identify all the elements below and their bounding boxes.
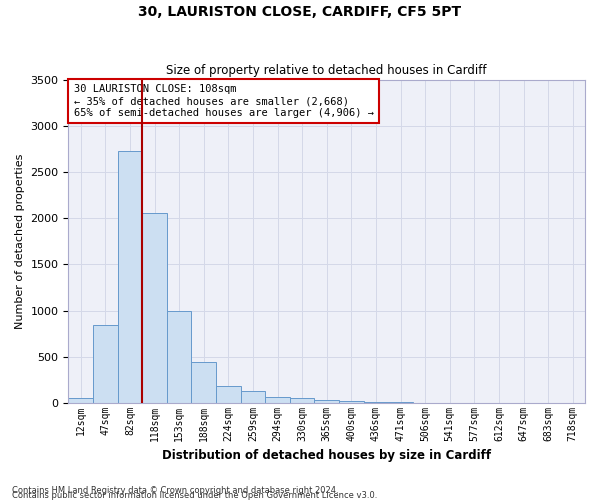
Title: Size of property relative to detached houses in Cardiff: Size of property relative to detached ho…: [166, 64, 487, 77]
Bar: [191, 362, 216, 403]
Bar: [142, 212, 167, 403]
Bar: [265, 396, 290, 403]
Bar: [241, 391, 265, 403]
Bar: [388, 402, 413, 403]
Text: Contains public sector information licensed under the Open Government Licence v3: Contains public sector information licen…: [12, 491, 377, 500]
Bar: [339, 402, 364, 403]
Bar: [364, 402, 388, 403]
Text: Contains HM Land Registry data © Crown copyright and database right 2024.: Contains HM Land Registry data © Crown c…: [12, 486, 338, 495]
Text: 30 LAURISTON CLOSE: 108sqm
← 35% of detached houses are smaller (2,668)
65% of s: 30 LAURISTON CLOSE: 108sqm ← 35% of deta…: [74, 84, 374, 117]
Bar: [118, 150, 142, 403]
Y-axis label: Number of detached properties: Number of detached properties: [15, 154, 25, 329]
Text: 30, LAURISTON CLOSE, CARDIFF, CF5 5PT: 30, LAURISTON CLOSE, CARDIFF, CF5 5PT: [139, 5, 461, 19]
Bar: [167, 310, 191, 403]
Bar: [216, 386, 241, 403]
Bar: [290, 398, 314, 403]
X-axis label: Distribution of detached houses by size in Cardiff: Distribution of detached houses by size …: [162, 450, 491, 462]
Bar: [93, 324, 118, 403]
Bar: [314, 400, 339, 403]
Bar: [68, 398, 93, 403]
